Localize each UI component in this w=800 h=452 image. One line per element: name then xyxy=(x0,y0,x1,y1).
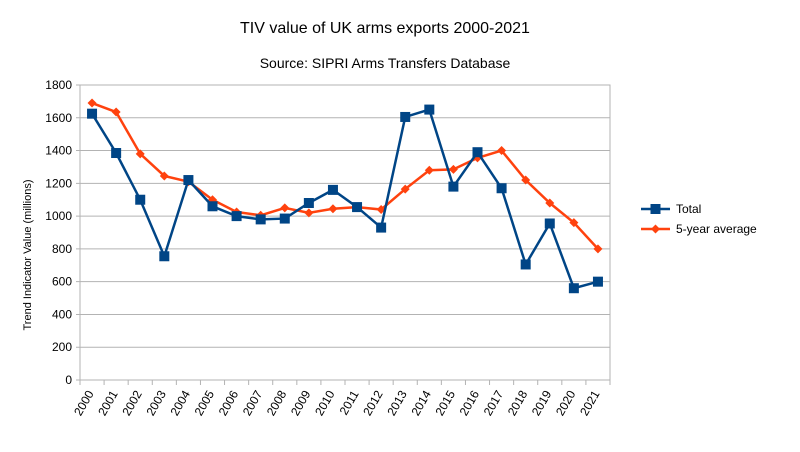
x-tick-label: 2004 xyxy=(168,388,194,418)
data-point-5-year-average xyxy=(135,149,145,159)
data-point-total xyxy=(111,148,122,159)
data-point-total xyxy=(472,147,483,158)
y-tick-label: 1800 xyxy=(45,78,72,92)
x-tick-label: 2002 xyxy=(119,388,145,418)
data-point-total xyxy=(544,218,555,229)
y-tick-label: 400 xyxy=(52,307,72,321)
data-point-total xyxy=(183,175,194,186)
data-point-total xyxy=(207,201,218,212)
data-point-total xyxy=(255,214,266,225)
x-tick-label: 2021 xyxy=(577,388,603,418)
data-point-total xyxy=(520,259,531,270)
data-point-total xyxy=(496,183,507,194)
x-tick-label: 2001 xyxy=(95,388,121,418)
y-tick-label: 1200 xyxy=(45,176,72,190)
x-tick-label: 2019 xyxy=(529,388,555,418)
y-tick-label: 1400 xyxy=(45,144,72,158)
data-point-5-year-average xyxy=(111,107,121,117)
data-point-total xyxy=(87,108,98,119)
chart-subtitle: Source: SIPRI Arms Transfers Database xyxy=(260,55,511,71)
data-point-total xyxy=(279,213,290,224)
y-tick-label: 600 xyxy=(52,275,72,289)
x-tick-label: 2017 xyxy=(481,388,507,418)
y-tick-label: 800 xyxy=(52,242,72,256)
y-tick-label: 200 xyxy=(52,340,72,354)
x-tick-label: 2006 xyxy=(216,388,242,418)
data-point-total xyxy=(352,202,363,213)
data-point-5-year-average xyxy=(569,218,579,228)
y-axis-label: Trend Indicator Value (millions) xyxy=(22,179,34,330)
legend-marker-diamond xyxy=(651,224,660,234)
data-point-5-year-average xyxy=(593,244,603,254)
data-point-total xyxy=(400,111,411,122)
data-point-5-year-average xyxy=(304,208,314,218)
data-point-total xyxy=(592,276,603,287)
y-tick-label: 1600 xyxy=(45,111,72,125)
data-point-5-year-average xyxy=(159,171,169,181)
x-tick-label: 2012 xyxy=(360,388,386,418)
data-point-5-year-average xyxy=(424,165,434,175)
x-tick-label: 2010 xyxy=(312,388,338,418)
x-tick-label: 2013 xyxy=(384,388,410,418)
gridlines xyxy=(76,84,611,385)
data-point-5-year-average xyxy=(87,98,97,108)
data-point-total xyxy=(135,194,146,205)
data-point-total xyxy=(327,184,338,195)
data-point-5-year-average xyxy=(497,146,507,156)
legend-label: Total xyxy=(676,202,701,216)
data-point-5-year-average xyxy=(521,175,531,185)
data-point-5-year-average xyxy=(280,203,290,213)
x-tick-label: 2015 xyxy=(433,388,459,418)
data-point-5-year-average xyxy=(400,184,410,194)
plot-area xyxy=(79,84,611,381)
data-point-total xyxy=(448,181,459,192)
data-point-total xyxy=(231,211,242,222)
y-tick-label: 0 xyxy=(65,373,72,387)
data-point-total xyxy=(159,251,170,262)
x-tick-label: 2011 xyxy=(337,388,362,418)
x-tick-label: 2009 xyxy=(288,388,314,418)
legend-label: 5-year average xyxy=(676,222,757,236)
legend: Total 5-year average xyxy=(641,202,757,236)
data-point-5-year-average xyxy=(448,164,458,174)
series-group xyxy=(87,98,603,294)
data-point-5-year-average xyxy=(328,204,338,214)
chart-title: TIV value of UK arms exports 2000-2021 xyxy=(240,20,530,37)
x-tick-label: 2018 xyxy=(505,388,531,418)
x-tick-label: 2007 xyxy=(240,388,266,418)
data-point-total xyxy=(424,104,435,115)
x-tick-label: 2016 xyxy=(457,388,483,418)
x-tick-label: 2020 xyxy=(553,388,579,418)
x-tick-label: 2008 xyxy=(264,388,290,418)
y-tick-label: 1000 xyxy=(45,209,72,223)
series-line-total xyxy=(90,108,599,290)
legend-marker-square xyxy=(650,204,661,214)
x-tick-label: 2000 xyxy=(71,388,97,418)
x-tick-labels: 2000200120022003200420052006200720082009… xyxy=(71,388,603,418)
data-point-total xyxy=(303,198,314,208)
data-point-total xyxy=(376,222,387,233)
y-tick-labels: 0 200 400 600 800 1000 1200 1400 1600 1800 xyxy=(45,78,72,387)
x-tick-label: 2014 xyxy=(408,388,434,418)
data-point-5-year-average xyxy=(545,198,555,208)
series-line-5-year-average xyxy=(91,101,599,250)
x-tick-label: 2003 xyxy=(143,388,169,418)
x-tick-label: 2005 xyxy=(192,388,218,418)
data-point-total xyxy=(568,283,579,294)
